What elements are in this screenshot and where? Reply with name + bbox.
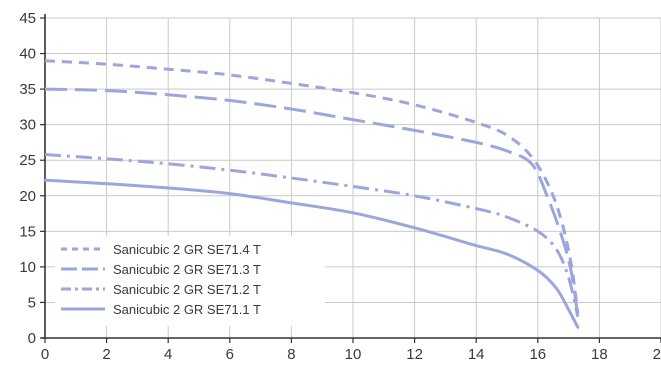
y-tick-label: 10 <box>19 259 36 276</box>
legend-entry-1: Sanicubic 2 GR SE71.4 T <box>113 242 261 257</box>
legend-background <box>55 236 325 326</box>
legend-entry-4: Sanicubic 2 GR SE71.1 T <box>113 302 261 317</box>
axes <box>40 14 661 343</box>
series-line-3 <box>44 153 580 318</box>
x-tick-label: 2 <box>102 346 110 363</box>
legend: Sanicubic 2 GR SE71.4 T Sanicubic 2 GR SE… <box>55 236 325 326</box>
y-tick-label: 5 <box>28 294 36 311</box>
x-tick-label: 20 <box>653 346 661 363</box>
y-tick-label: 20 <box>19 188 36 205</box>
legend-entry-2: Sanicubic 2 GR SE71.3 T <box>113 262 261 277</box>
x-tick-label: 4 <box>164 346 172 363</box>
y-tick-label: 0 <box>28 330 36 347</box>
x-tick-labels: 0 2 4 6 8 10 12 14 16 18 20 <box>41 346 661 363</box>
series-line-2 <box>44 87 580 317</box>
y-tick-label: 25 <box>19 152 36 169</box>
x-tick-label: 8 <box>287 346 295 363</box>
y-tick-label: 15 <box>19 223 36 240</box>
series-lines <box>43 59 580 329</box>
x-tick-label: 12 <box>406 346 423 363</box>
x-tick-label: 6 <box>226 346 234 363</box>
x-tick-label: 18 <box>591 346 608 363</box>
y-tick-label: 35 <box>19 81 36 98</box>
x-tick-label: 10 <box>345 346 362 363</box>
series-line-4 <box>43 178 580 329</box>
legend-entry-3: Sanicubic 2 GR SE71.2 T <box>113 282 261 297</box>
y-tick-label: 40 <box>19 46 36 63</box>
x-tick-label: 14 <box>468 346 485 363</box>
y-tick-labels: 0 5 10 15 20 25 30 35 40 45 <box>19 10 36 347</box>
x-tick-label: 0 <box>41 346 49 363</box>
grid <box>45 17 661 338</box>
x-tick-label: 16 <box>529 346 546 363</box>
y-tick-label: 45 <box>19 10 36 27</box>
y-tick-label: 30 <box>19 117 36 134</box>
